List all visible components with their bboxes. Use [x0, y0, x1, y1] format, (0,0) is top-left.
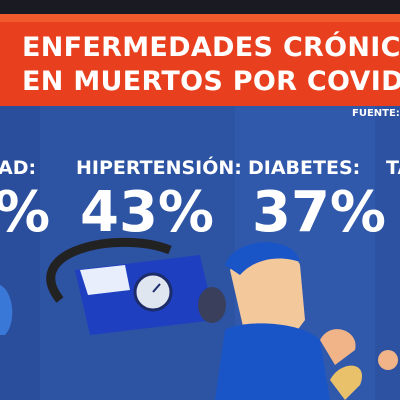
title-line: EN MUERTOS POR COVID-19	[22, 66, 400, 97]
stat-label: AD:	[0, 157, 37, 179]
stat-label: DIABETES:	[248, 157, 361, 179]
stat-value: %	[0, 180, 50, 245]
title-line: ENFERMEDADES CRÓNICAS	[22, 32, 400, 63]
source-note: FUENTE: C	[352, 108, 400, 119]
stat-label: TA	[386, 157, 400, 179]
stat-value: 43%	[80, 180, 215, 245]
stat-label: HIPERTENSIÓN:	[76, 157, 242, 179]
stat-value: 37%	[252, 180, 387, 245]
